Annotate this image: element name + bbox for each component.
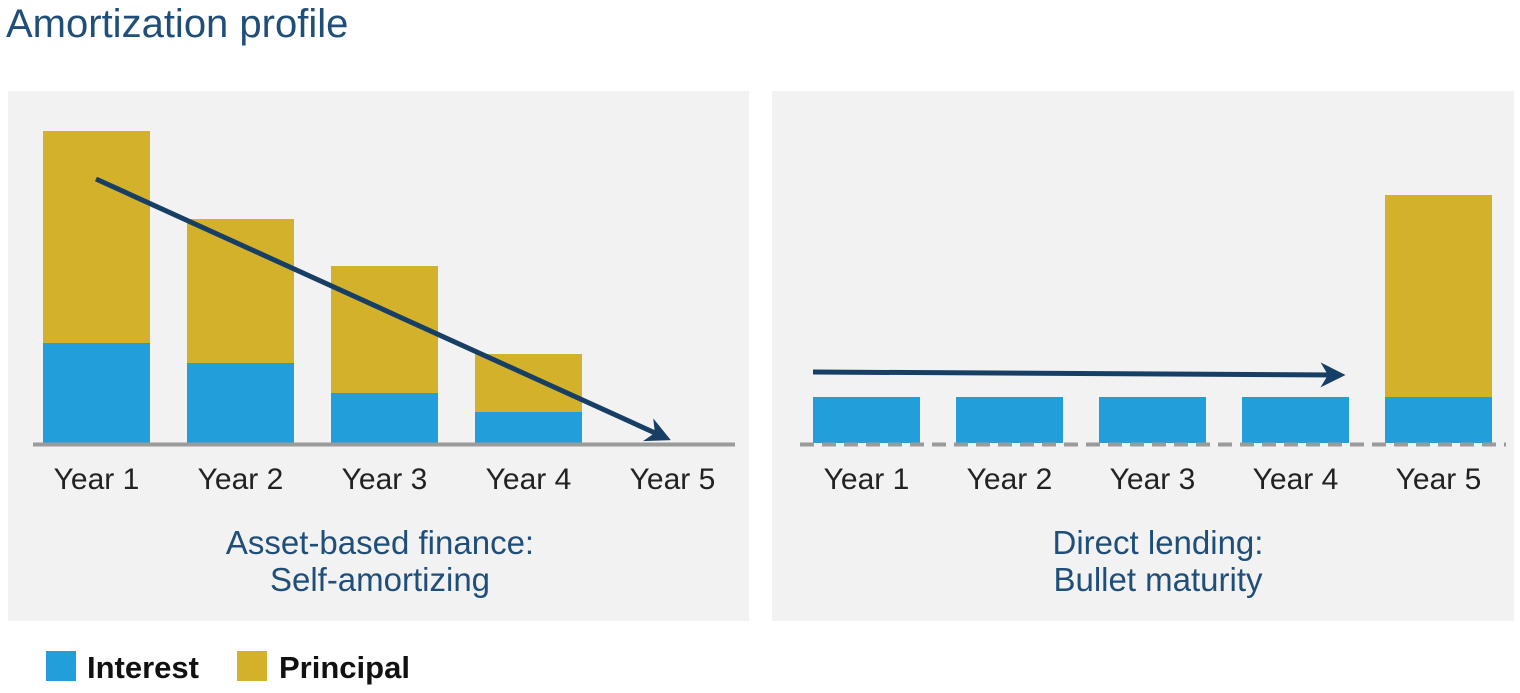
bar-principal-year-4 <box>475 354 582 412</box>
bar-principal-year-1 <box>43 131 150 343</box>
trend-arrow <box>94 176 671 442</box>
bar-interest-year-5 <box>1385 397 1492 443</box>
bar-principal-year-3 <box>331 266 438 393</box>
x-tick-label: Year 3 <box>1110 463 1196 496</box>
bars-group <box>813 195 1492 443</box>
bar-interest-year-4 <box>475 412 582 443</box>
x-tick-label: Year 1 <box>54 463 140 496</box>
x-tick-label: Year 4 <box>1253 463 1339 496</box>
x-tick-label: Year 5 <box>630 463 716 496</box>
bar-interest-year-1 <box>813 397 920 443</box>
bar-interest-year-2 <box>956 397 1063 443</box>
bar-interest-year-4 <box>1242 397 1349 443</box>
bars-group <box>43 131 582 443</box>
legend-label-principal: Principal <box>279 650 410 685</box>
panel-caption-line1: Asset-based finance: <box>226 524 534 561</box>
panel-caption-line2: Bullet maturity <box>1053 561 1263 598</box>
x-tick-label: Year 2 <box>198 463 284 496</box>
bar-interest-year-2 <box>187 363 294 443</box>
bar-principal-year-5 <box>1385 195 1492 397</box>
x-tick-label: Year 1 <box>824 463 910 496</box>
legend-swatch-interest <box>46 651 76 681</box>
panel-caption-line2: Self-amortizing <box>270 561 490 598</box>
bar-interest-year-3 <box>331 393 438 443</box>
x-tick-label: Year 2 <box>967 463 1053 496</box>
bar-interest-year-3 <box>1099 397 1206 443</box>
bar-interest-year-1 <box>43 343 150 443</box>
x-tick-label: Year 4 <box>486 463 572 496</box>
panel-direct-lending: Year 1 Year 2 Year 3 Year 4 Year 5 Direct le… <box>772 91 1514 621</box>
tick-labels: Year 1 Year 2 Year 3 Year 4 Year 5 <box>824 463 1482 496</box>
tick-labels: Year 1 Year 2 Year 3 Year 4 Year 5 <box>54 463 716 496</box>
bar-principal-year-2 <box>187 219 294 363</box>
legend-swatch-principal <box>237 651 267 681</box>
legend-label-interest: Interest <box>87 650 199 685</box>
legend: Interest Principal <box>46 650 410 685</box>
panel-caption-line1: Direct lending: <box>1053 524 1264 561</box>
x-tick-label: Year 5 <box>1396 463 1482 496</box>
x-tick-label: Year 3 <box>342 463 428 496</box>
panel-asset-based-finance: Year 1 Year 2 Year 3 Year 4 Year 5 Asset-bas… <box>8 91 749 621</box>
page-title: Amortization profile <box>6 2 349 46</box>
trend-arrow <box>812 362 1346 388</box>
